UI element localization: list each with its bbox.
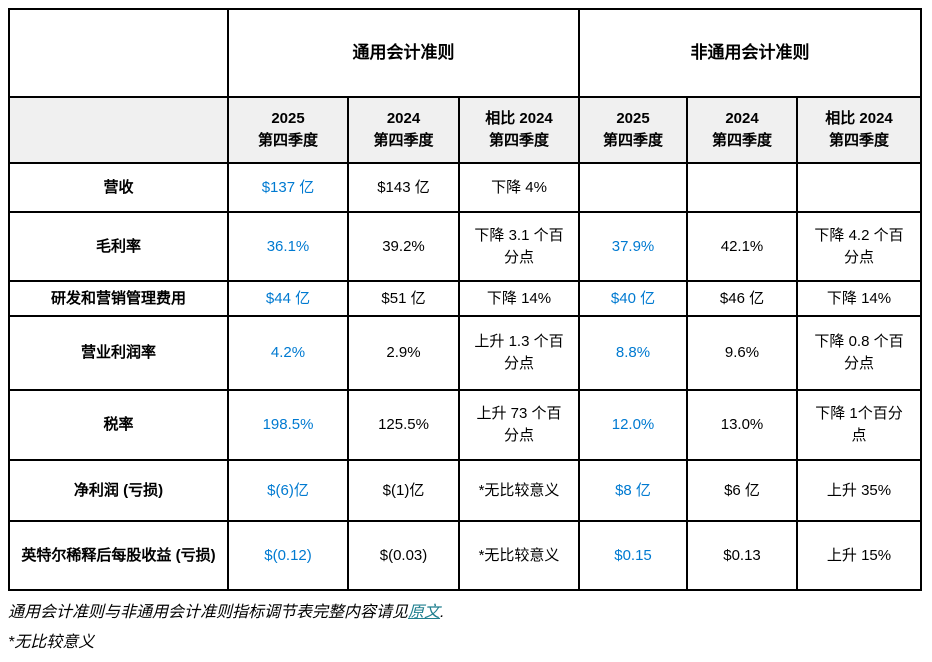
cell-non-gaap-2024: $6 亿 [686,459,799,522]
reconciliation-note-text: 通用会计准则与非通用会计准则指标调节表完整内容请见 [8,604,409,621]
col-header-non-gaap-q4-2024: 2024 第四季度 [686,96,799,164]
cell-non-gaap-2024: 42.1% [686,211,799,282]
cell-gaap-2025: 36.1% [227,211,349,282]
non-gaap-group-header: 非通用会计准则 [578,8,923,98]
cell-gaap-2025: 4.2% [227,315,349,391]
cell-non-gaap-2025: 37.9% [578,211,689,282]
no-comparison-footnote: *无比较意义 [8,633,95,651]
cell-gaap-2024: $(0.03) [347,520,460,591]
cell-non-gaap-2025: $8 亿 [578,459,689,522]
cell-non-gaap-2024: $0.13 [686,520,799,591]
cell-gaap-2025: $44 亿 [227,280,349,317]
cell-gaap-2024: 2.9% [347,315,460,391]
col-header-gaap-q4-2024: 2024 第四季度 [347,96,460,164]
cell-gaap-2025: $(0.12) [227,520,349,591]
cell-gaap-2024: 39.2% [347,211,460,282]
col-header-gaap-q4-2025: 2025 第四季度 [227,96,349,164]
cell-non-gaap-2024: 13.0% [686,389,799,461]
cell-non-gaap-2025: 12.0% [578,389,689,461]
cell-non-gaap-2025: 8.8% [578,315,689,391]
cell-non-gaap-2025: $40 亿 [578,280,689,317]
table-row-operating-margin: 营业利润率 4.2% 2.9% 上升 1.3 个百分点 8.8% 9.6% 下降… [8,315,923,391]
cell-non-gaap-2025: $0.15 [578,520,689,591]
row-label: 营收 [8,162,229,213]
table-row-gross-margin: 毛利率 36.1% 39.2% 下降 3.1 个百分点 37.9% 42.1% … [8,211,923,282]
row-label: 英特尔稀释后每股收益 (亏损) [8,520,229,591]
cell-gaap-change: 下降 14% [457,280,581,317]
cell-gaap-2024: $51 亿 [347,280,460,317]
cell-gaap-2025: $(6)亿 [227,459,349,522]
col-header-non-gaap-vs-q4-2024: 相比 2024 第四季度 [796,96,923,164]
cell-non-gaap-2024: 9.6% [686,315,799,391]
cell-gaap-change: *无比较意义 [457,459,581,522]
cell-gaap-2024: $(1)亿 [347,459,460,522]
cell-non-gaap-change: 上升 35% [796,459,923,522]
cell-gaap-change: 下降 3.1 个百分点 [457,211,581,282]
cell-gaap-change: 上升 1.3 个百分点 [457,315,581,391]
row-label: 毛利率 [8,211,229,282]
cell-gaap-2025: 198.5% [227,389,349,461]
cell-non-gaap-change: 下降 4.2 个百分点 [796,211,923,282]
cell-gaap-2024: 125.5% [347,389,460,461]
col-header-gaap-vs-q4-2024: 相比 2024 第四季度 [457,96,581,164]
cell-gaap-change: 上升 73 个百分点 [457,389,581,461]
row-label: 研发和营销管理费用 [8,280,229,317]
cell-gaap-change: 下降 4% [457,162,581,213]
col-header-non-gaap-q4-2025: 2025 第四季度 [578,96,689,164]
cell-non-gaap-change [796,162,923,213]
cell-non-gaap-2024: $46 亿 [686,280,799,317]
cell-non-gaap-change: 上升 15% [796,520,923,591]
table-row-tax-rate: 税率 198.5% 125.5% 上升 73 个百分点 12.0% 13.0% … [8,389,923,461]
reconciliation-note-period: . [440,604,445,621]
group-header-row: 通用会计准则 非通用会计准则 [8,8,923,98]
cell-gaap-change: *无比较意义 [457,520,581,591]
financial-results-table: 通用会计准则 非通用会计准则 2025 第四季度 2024 第四季度 相比 20… [8,8,923,591]
column-header-row: 2025 第四季度 2024 第四季度 相比 2024 第四季度 2025 第四… [8,96,923,164]
cell-non-gaap-2025 [578,162,689,213]
corner-cell [8,8,229,98]
cell-non-gaap-change: 下降 0.8 个百分点 [796,315,923,391]
table-row-revenue: 营收 $137 亿 $143 亿 下降 4% [8,162,923,213]
row-label: 净利润 (亏损) [8,459,229,522]
row-label: 税率 [8,389,229,461]
original-article-link[interactable]: 原文 [408,604,441,621]
gaap-group-header: 通用会计准则 [226,8,581,98]
row-label: 营业利润率 [8,315,229,391]
table-row-net-income: 净利润 (亏损) $(6)亿 $(1)亿 *无比较意义 $8 亿 $6 亿 上升… [8,459,923,522]
cell-non-gaap-2024 [686,162,799,213]
reconciliation-note: 通用会计准则与非通用会计准则指标调节表完整内容请见原文. [8,598,924,628]
cell-non-gaap-change: 下降 14% [796,280,923,317]
label-column-header [8,96,229,164]
table-row-diluted-eps: 英特尔稀释后每股收益 (亏损) $(0.12) $(0.03) *无比较意义 $… [8,520,923,591]
cell-non-gaap-change: 下降 1个百分点 [796,389,923,461]
cell-gaap-2024: $143 亿 [347,162,460,213]
footer-notes: 通用会计准则与非通用会计准则指标调节表完整内容请见原文. *无比较意义 [8,598,924,657]
cell-gaap-2025: $137 亿 [227,162,349,213]
table-row-rd-mg-a: 研发和营销管理费用 $44 亿 $51 亿 下降 14% $40 亿 $46 亿… [8,280,923,317]
